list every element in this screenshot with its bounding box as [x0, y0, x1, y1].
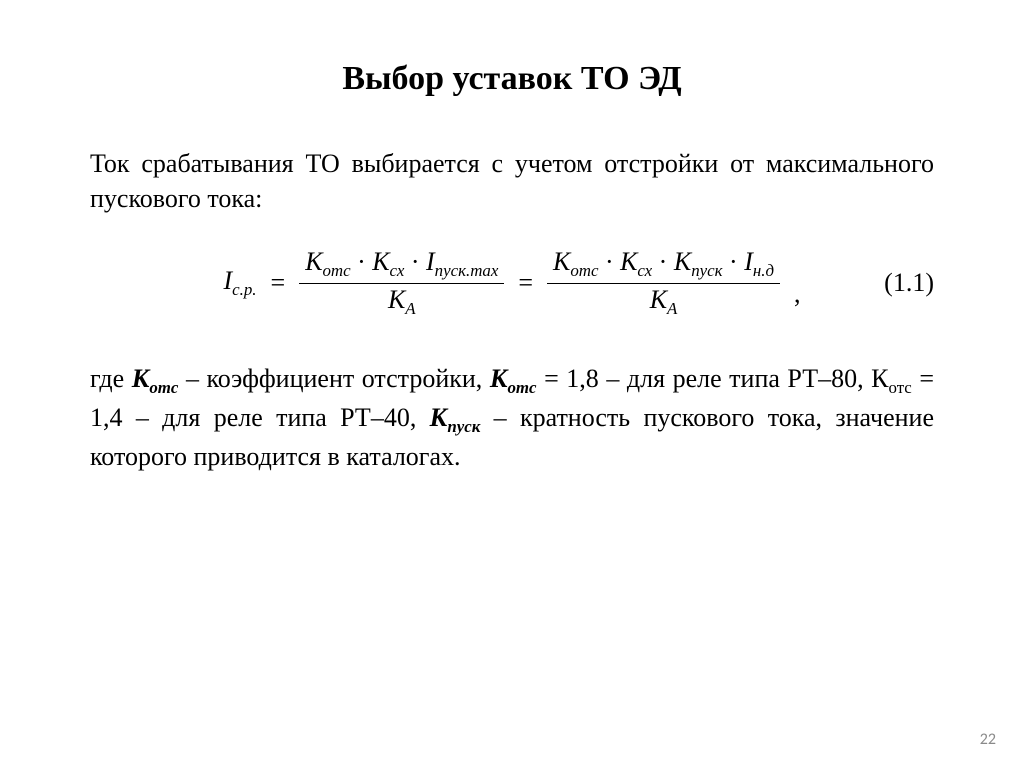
sym: К: [620, 247, 637, 276]
sub: пуск: [447, 417, 480, 436]
dot: ·: [598, 247, 620, 276]
sym: К: [553, 247, 570, 276]
where-prefix: где: [90, 364, 132, 393]
sym: К: [305, 247, 322, 276]
sub: пуск: [691, 261, 722, 280]
dot: ·: [723, 247, 745, 276]
equation-body: Iс.р. = Котс · Ксх · Iпуск.max КА = Котс…: [223, 246, 800, 321]
sym: K: [674, 247, 691, 276]
equals-2: =: [518, 268, 533, 298]
where-eq1: = 1,8 – для реле типа РТ–80, К: [537, 364, 889, 393]
fraction-2: Котс · Ксх · Kпуск · Iн.д КА: [547, 246, 780, 321]
dot: ·: [652, 247, 674, 276]
sub: н.д: [753, 261, 774, 280]
page-number: 22: [980, 730, 996, 749]
sym: К: [388, 285, 405, 314]
intro-paragraph: Ток срабатывания ТО выбирается с учетом …: [90, 146, 934, 216]
equation-number: (1.1): [884, 268, 934, 298]
k-ots-sub-plain: отс: [888, 378, 911, 397]
sub: сх: [637, 261, 652, 280]
page-title: Выбор уставок ТО ЭД: [90, 60, 934, 98]
k-ots-symbol-2: Котс: [490, 364, 537, 393]
dot: ·: [351, 247, 373, 276]
eq-lhs-sym: I: [223, 266, 232, 295]
sub: сх: [390, 261, 405, 280]
fraction-1-den: КА: [382, 284, 422, 321]
sym: К: [132, 364, 150, 393]
eq-trailing-comma: ,: [794, 279, 801, 309]
eq-lhs: Iс.р.: [223, 266, 256, 300]
fraction-2-num: Котс · Ксх · Kпуск · Iн.д: [547, 246, 780, 283]
k-ots-symbol: Котс: [132, 364, 179, 393]
equation-row: Iс.р. = Котс · Ксх · Iпуск.max КА = Котс…: [90, 246, 934, 321]
fraction-2-den: КА: [644, 284, 684, 321]
sym: К: [650, 285, 667, 314]
sub: отс: [322, 261, 350, 280]
sub: отс: [149, 378, 178, 397]
sym: К: [430, 403, 448, 432]
sub: отс: [507, 378, 536, 397]
where-desc1: – коэффициент отстройки,: [178, 364, 489, 393]
sym: К: [490, 364, 508, 393]
sub: пуск.max: [435, 261, 499, 280]
slide-page: Выбор уставок ТО ЭД Ток срабатывания ТО …: [0, 0, 1024, 767]
sub: А: [405, 299, 415, 318]
fraction-1-num: Котс · Ксх · Iпуск.max: [299, 246, 504, 283]
eq-lhs-sub: с.р.: [232, 281, 256, 300]
sub: отс: [570, 261, 598, 280]
fraction-1: Котс · Ксх · Iпуск.max КА: [299, 246, 504, 321]
dot: ·: [404, 247, 426, 276]
sym: I: [744, 247, 753, 276]
k-pusk-symbol: Кпуск: [430, 403, 481, 432]
sym: К: [372, 247, 389, 276]
equals-1: =: [271, 268, 286, 298]
where-paragraph: где Котс – коэффициент отстройки, Котс =…: [90, 361, 934, 474]
sub: А: [667, 299, 677, 318]
sym: I: [426, 247, 435, 276]
